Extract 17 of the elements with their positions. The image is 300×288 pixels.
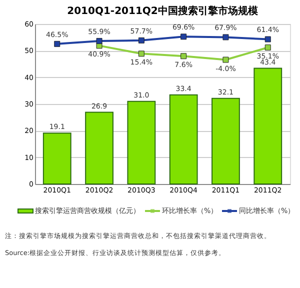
point (222, 34, 229, 40)
bar (42, 132, 72, 184)
point (54, 40, 60, 47)
bar (254, 68, 282, 184)
bar (127, 100, 156, 184)
point (264, 36, 271, 42)
point (180, 34, 187, 40)
point (96, 38, 102, 44)
point (180, 53, 187, 60)
point (222, 56, 229, 63)
bar (169, 94, 198, 184)
bar (85, 112, 114, 184)
point (138, 37, 144, 44)
point (264, 44, 271, 50)
bar (212, 98, 240, 184)
point (138, 50, 144, 57)
chart-title: 2010Q1-2011Q2中国搜索引擎市场规模 (67, 5, 259, 17)
